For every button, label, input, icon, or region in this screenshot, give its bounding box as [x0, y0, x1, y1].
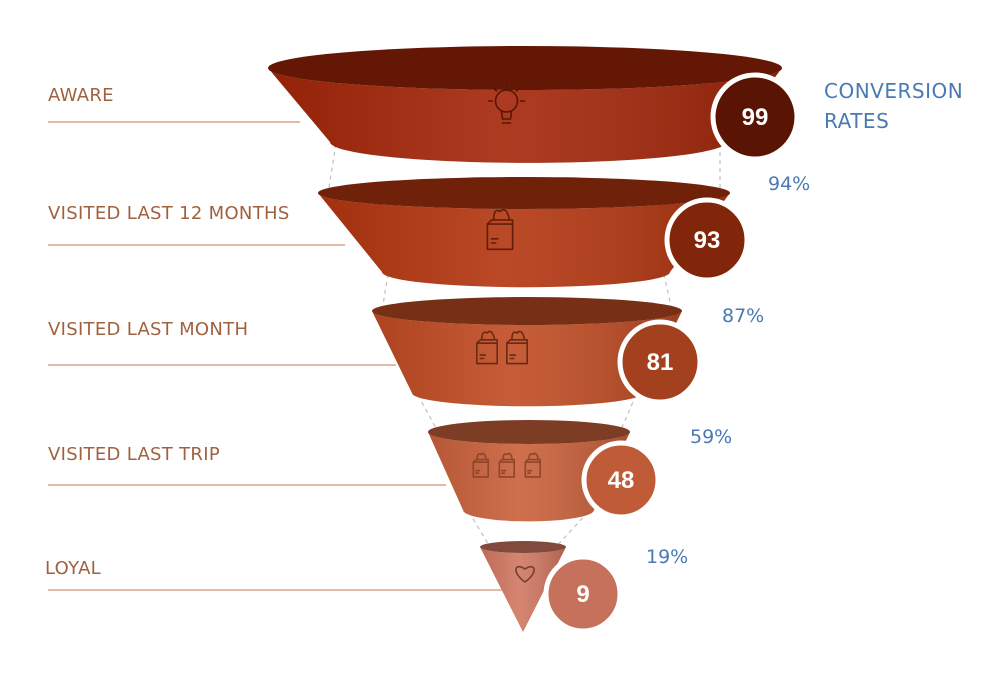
- stage-value: 81: [647, 349, 674, 376]
- funnel-segment-1: [268, 46, 782, 163]
- value-badge-circle: [710, 72, 800, 162]
- connector-line: [381, 273, 389, 312]
- conversion-rate-label: 94%: [768, 173, 810, 195]
- segment-top-ellipse: [318, 177, 730, 209]
- stage-label: LOYAL: [45, 558, 101, 579]
- stage-label: AWARE: [48, 85, 114, 106]
- lightbulb-icon: [487, 82, 526, 124]
- stage-label: VISITED LAST MONTH: [48, 319, 248, 340]
- segment-top-ellipse: [372, 297, 682, 325]
- conversion-rate-label: 59%: [690, 426, 732, 448]
- segment-shading: [318, 193, 730, 288]
- stage-label: VISITED LAST 12 MONTHS: [48, 203, 290, 224]
- value-badge: 48: [581, 440, 661, 520]
- stage-value: 48: [608, 467, 635, 494]
- segment-top-ellipse: [428, 420, 630, 444]
- title-line-2: RATES: [824, 109, 889, 133]
- funnel-segment-3: [372, 297, 682, 407]
- segment-shading: [268, 68, 782, 163]
- value-badge: 81: [617, 319, 703, 405]
- segment-shading: [480, 547, 566, 632]
- two-grocery-bags-icon: [476, 330, 528, 365]
- stage-label: VISITED LAST TRIP: [48, 444, 220, 465]
- segment-top-ellipse: [480, 541, 566, 553]
- value-badge-circle: [543, 554, 623, 634]
- title-line-1: CONVERSION: [824, 79, 963, 103]
- conversion-rates-title: CONVERSION RATES: [824, 79, 970, 133]
- value-badge-circle: [664, 197, 750, 283]
- stage-value: 99: [742, 104, 769, 131]
- value-badge: 9: [543, 554, 623, 634]
- heart-icon: [515, 565, 535, 583]
- stage-value: 93: [694, 227, 721, 254]
- three-grocery-bags-icon: [472, 452, 541, 478]
- connector-line: [327, 143, 337, 194]
- funnel-segment-5: [480, 541, 566, 632]
- stage-value: 9: [576, 581, 589, 608]
- grocery-bag-icon: [486, 208, 514, 251]
- connector-line: [468, 511, 491, 548]
- connector-line: [619, 394, 637, 433]
- funnel-segment-4: [428, 420, 630, 522]
- segment-top-ellipse: [268, 46, 782, 90]
- funnel-segment-2: [318, 177, 730, 288]
- connector-line: [663, 273, 673, 312]
- conversion-rate-label: 87%: [722, 305, 764, 327]
- value-badge: 93: [664, 197, 750, 283]
- connector-line: [417, 394, 439, 433]
- value-badge: 99: [710, 72, 800, 162]
- value-badge-circle: [617, 319, 703, 405]
- value-badge-circle: [581, 440, 661, 520]
- conversion-rate-label: 19%: [646, 546, 688, 568]
